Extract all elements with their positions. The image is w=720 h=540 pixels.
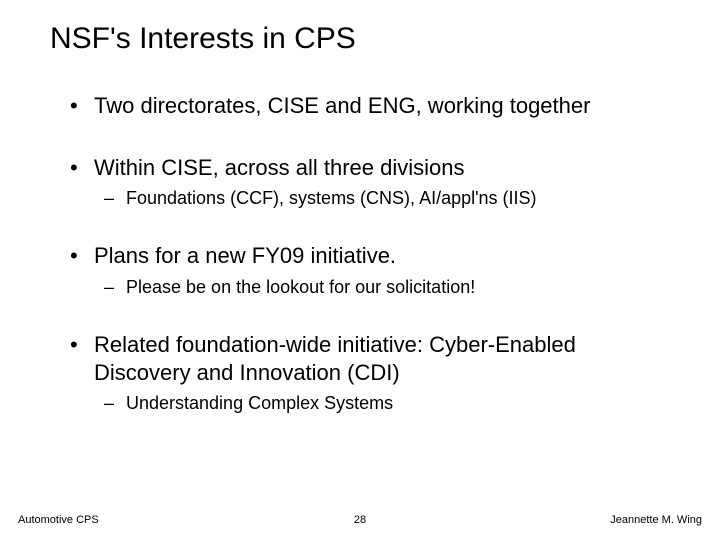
spacer — [70, 126, 670, 154]
bullet-text: Foundations (CCF), systems (CNS), AI/app… — [126, 188, 537, 208]
bullet-level1: Related foundation-wide initiative: Cybe… — [70, 331, 670, 386]
footer-author: Jeannette M. Wing — [610, 514, 702, 526]
bullet-text: Two directorates, CISE and ENG, working … — [94, 93, 590, 118]
bullet-text: Plans for a new FY09 initiative. — [94, 243, 396, 268]
bullet-text: Please be on the lookout for our solicit… — [126, 277, 475, 297]
bullet-text: Within CISE, across all three divisions — [94, 155, 464, 180]
bullet-level1: Within CISE, across all three divisions — [70, 154, 670, 182]
bullet-level2: Foundations (CCF), systems (CNS), AI/app… — [70, 187, 670, 210]
bullet-text: Related foundation-wide initiative: Cybe… — [94, 332, 576, 385]
slide-title: NSF's Interests in CPS — [50, 22, 356, 56]
bullet-text: Understanding Complex Systems — [126, 393, 393, 413]
bullet-level1: Plans for a new FY09 initiative. — [70, 242, 670, 270]
bullet-level2: Understanding Complex Systems — [70, 392, 670, 415]
slide-body: Two directorates, CISE and ENG, working … — [70, 92, 670, 420]
spacer — [70, 214, 670, 242]
bullet-level2: Please be on the lookout for our solicit… — [70, 276, 670, 299]
bullet-level1: Two directorates, CISE and ENG, working … — [70, 92, 670, 120]
spacer — [70, 303, 670, 331]
slide: NSF's Interests in CPS Two directorates,… — [0, 0, 720, 540]
